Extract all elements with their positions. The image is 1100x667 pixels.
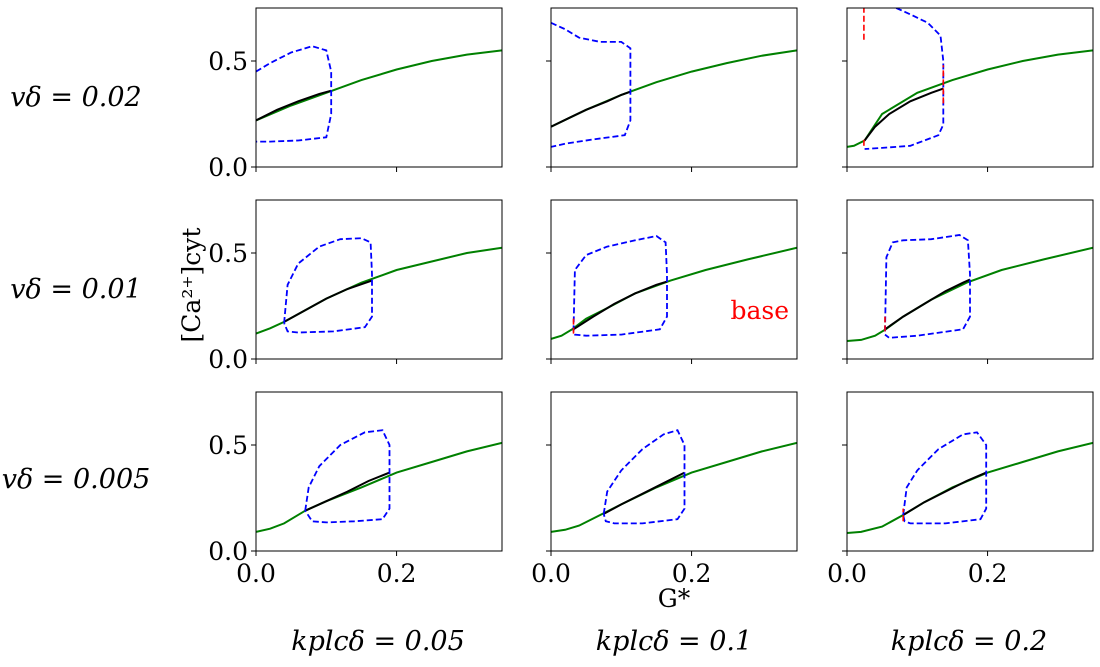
periodic-envelope-line bbox=[304, 429, 391, 524]
y-axis-title: [Ca²⁺]cyt bbox=[177, 228, 206, 343]
unstable-branch-line bbox=[572, 280, 668, 331]
stable-branch-line bbox=[551, 246, 797, 340]
panel-r0-c1 bbox=[546, 7, 798, 172]
panel-r0-c0: 0.0 0.5 bbox=[208, 7, 503, 182]
unstable-branch-line bbox=[256, 89, 332, 122]
y-tick-label: 0.0 bbox=[208, 537, 248, 566]
periodic-envelope-line bbox=[884, 234, 971, 339]
panel-frame bbox=[550, 199, 798, 360]
x-axis-title: G* bbox=[658, 584, 691, 613]
panel-curves bbox=[551, 21, 797, 148]
panel-curves bbox=[551, 235, 797, 340]
x-tick-label: 0.0 bbox=[827, 559, 867, 588]
panel-r2-c1: 0.0 0.2 bbox=[531, 391, 798, 588]
stable-branch-line bbox=[551, 441, 797, 533]
panel-curves bbox=[847, 8, 1093, 150]
unstable-branch-line bbox=[304, 471, 390, 512]
x-tick-label: 0.0 bbox=[531, 559, 571, 588]
panel-r1-c0: 0.0 0.5 bbox=[208, 199, 503, 374]
x-tick-label: 0.2 bbox=[672, 559, 712, 588]
panel-curves bbox=[256, 237, 502, 335]
stable-branch-line bbox=[256, 49, 502, 122]
y-tick-label: 0.5 bbox=[208, 47, 248, 76]
stable-branch-line bbox=[847, 441, 1093, 534]
y-tick-label: 0.5 bbox=[208, 239, 248, 268]
panel-curves bbox=[551, 429, 797, 533]
y-tick-label: 0.0 bbox=[208, 345, 248, 374]
stable-branch-line bbox=[256, 441, 502, 533]
stable-branch-line bbox=[551, 49, 797, 128]
periodic-envelope-line bbox=[572, 235, 668, 337]
unstable-branch-line bbox=[884, 278, 971, 331]
panel-r1-c2 bbox=[842, 199, 1094, 364]
periodic-envelope-line bbox=[283, 237, 373, 334]
periodic-envelope-line bbox=[256, 45, 333, 143]
panel-curves bbox=[256, 429, 502, 533]
stable-branch-line bbox=[256, 246, 502, 335]
panel-frame bbox=[846, 199, 1094, 360]
panel-frame bbox=[550, 391, 798, 552]
unstable-branch-line bbox=[863, 87, 944, 142]
y-tick-label: 0.0 bbox=[208, 153, 248, 182]
panel-r0-c2 bbox=[842, 7, 1094, 172]
x-tick-label: 0.2 bbox=[968, 559, 1008, 588]
unstable-branch-line bbox=[902, 471, 987, 516]
panel-frame bbox=[846, 391, 1094, 552]
panel-frame bbox=[846, 7, 1094, 168]
row-label: vδ = 0.005 bbox=[2, 464, 151, 495]
column-label: kplcδ = 0.1 bbox=[596, 626, 752, 657]
panel-r2-c2: 0.0 0.2 bbox=[827, 391, 1094, 588]
column-label: kplcδ = 0.05 bbox=[291, 626, 465, 657]
periodic-envelope-line bbox=[602, 429, 686, 525]
periodic-envelope-line bbox=[864, 8, 945, 150]
x-tick-label: 0.0 bbox=[236, 559, 276, 588]
periodic-envelope-line bbox=[551, 21, 632, 148]
panel-frame bbox=[255, 7, 503, 168]
panel-curves bbox=[847, 431, 1093, 534]
panel-curves bbox=[847, 234, 1093, 342]
panel-frame bbox=[255, 391, 503, 552]
row-label: vδ = 0.01 bbox=[10, 274, 141, 305]
unstable-branch-line bbox=[551, 90, 631, 128]
base-annotation: base bbox=[730, 296, 789, 325]
panel-r2-c0: 0.0 0.2 0.0 0.5 bbox=[208, 391, 503, 588]
unstable-branch-line bbox=[283, 279, 373, 323]
y-tick-label: 0.5 bbox=[208, 431, 248, 460]
periodic-envelope-line bbox=[902, 431, 988, 525]
column-label: kplcδ = 0.2 bbox=[891, 626, 1047, 657]
panel-frame bbox=[550, 7, 798, 168]
stable-branch-line bbox=[847, 49, 1093, 148]
row-label: vδ = 0.02 bbox=[10, 82, 141, 113]
panel-curves bbox=[256, 45, 502, 143]
panel-r1-c1 bbox=[546, 199, 798, 364]
x-tick-label: 0.2 bbox=[377, 559, 417, 588]
unstable-branch-line bbox=[603, 471, 685, 515]
panel-frame bbox=[255, 199, 503, 360]
